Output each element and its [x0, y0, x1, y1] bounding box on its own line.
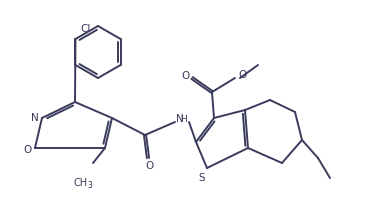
Text: N: N — [176, 114, 184, 124]
Text: O: O — [146, 161, 154, 171]
Text: Cl: Cl — [81, 24, 91, 34]
Text: CH: CH — [74, 178, 88, 188]
Text: H: H — [180, 115, 187, 124]
Text: N: N — [31, 113, 39, 123]
Text: O: O — [181, 71, 189, 81]
Text: O: O — [24, 145, 32, 155]
Text: S: S — [199, 173, 205, 183]
Text: O: O — [238, 70, 246, 80]
Text: 3: 3 — [88, 180, 92, 189]
